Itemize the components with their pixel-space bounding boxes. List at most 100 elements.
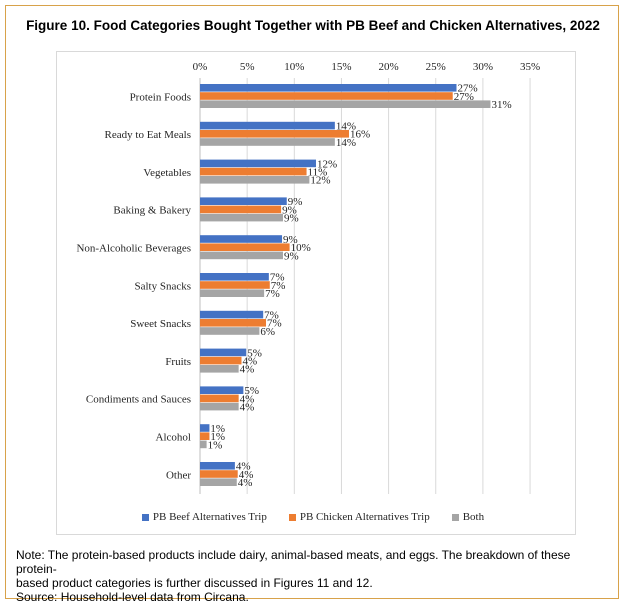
- category-label: Other: [166, 469, 191, 481]
- bar: [200, 121, 335, 130]
- bar: [200, 356, 242, 365]
- x-tick-label: 0%: [193, 61, 208, 73]
- category-label: Baking & Bakery: [113, 205, 191, 217]
- category-label: Salty Snacks: [134, 280, 191, 292]
- legend-label: PB Chicken Alternatives Trip: [299, 511, 430, 523]
- data-label: 9%: [283, 234, 298, 246]
- bar: [200, 319, 267, 327]
- data-label: 9%: [284, 213, 299, 225]
- data-label: 1%: [210, 423, 225, 435]
- category-label: Sweet Snacks: [130, 318, 191, 330]
- bar: [200, 273, 269, 281]
- data-label: 4%: [238, 477, 253, 489]
- data-label: 7%: [264, 310, 279, 322]
- x-tick-label: 35%: [520, 61, 540, 73]
- legend-swatch: [141, 513, 149, 521]
- x-tick-label: 20%: [379, 61, 399, 73]
- data-label: 1%: [210, 431, 225, 443]
- legend-item: PB Chicken Alternatives Trip: [288, 511, 430, 523]
- bar: [200, 159, 316, 168]
- note-line-1: Note: The protein-based products include…: [16, 548, 571, 576]
- data-label: 5%: [244, 385, 259, 397]
- x-tick-label: 5%: [240, 61, 255, 73]
- data-label: 14%: [336, 121, 356, 133]
- data-label: 4%: [239, 469, 254, 481]
- x-tick-label: 10%: [284, 61, 304, 73]
- chart-legend: PB Beef Alternatives Trip PB Chicken Alte…: [0, 511, 626, 523]
- category-label: Condiments and Sauces: [86, 394, 191, 406]
- legend-label: PB Beef Alternatives Trip: [152, 511, 267, 523]
- data-label: 9%: [284, 250, 299, 262]
- bar: [200, 138, 335, 146]
- data-label: 14%: [336, 137, 356, 149]
- data-label: 4%: [240, 393, 255, 405]
- data-label: 27%: [457, 83, 477, 95]
- bar: [200, 310, 264, 319]
- data-label: 9%: [288, 196, 303, 208]
- bar: [200, 243, 290, 251]
- category-label: Protein Foods: [130, 91, 191, 103]
- data-label: 7%: [271, 280, 286, 292]
- bar: [200, 462, 235, 470]
- legend-item: Both: [451, 511, 485, 523]
- x-tick-label: 30%: [473, 61, 493, 73]
- bar: [200, 84, 457, 92]
- bar: [200, 470, 238, 478]
- data-label: 10%: [291, 242, 311, 254]
- data-label: 11%: [308, 167, 328, 179]
- bar: [200, 197, 287, 205]
- bar: [200, 176, 310, 184]
- legend-swatch: [288, 513, 296, 521]
- bar: [200, 348, 247, 357]
- bar: [200, 205, 282, 214]
- data-label: 4%: [242, 356, 257, 368]
- data-label: 4%: [236, 461, 251, 473]
- bar: [200, 213, 283, 222]
- bar: [200, 432, 210, 440]
- bar: [200, 440, 207, 449]
- data-label: 12%: [317, 158, 337, 170]
- bar: [200, 386, 244, 394]
- bar: [200, 92, 453, 100]
- data-label: 7%: [270, 272, 285, 284]
- bar: [200, 394, 239, 403]
- legend-item: PB Beef Alternatives Trip: [141, 511, 267, 523]
- bar: [200, 289, 265, 297]
- source-line: Source: Household-level data from Circan…: [16, 590, 249, 604]
- bar: [200, 327, 260, 335]
- category-label: Vegetables: [143, 167, 191, 179]
- figure-title: Figure 10. Food Categories Bought Togeth…: [26, 18, 600, 33]
- figure-notes: Note: The protein-based products include…: [16, 548, 612, 604]
- data-label: 4%: [240, 364, 255, 376]
- bar: [200, 424, 210, 432]
- data-label: 6%: [260, 326, 275, 338]
- bar: [200, 402, 239, 411]
- bar: [200, 281, 270, 289]
- data-label: 4%: [240, 402, 255, 414]
- data-label: 9%: [282, 204, 297, 216]
- legend-swatch: [451, 513, 459, 521]
- data-label: 7%: [265, 288, 280, 300]
- bar: [200, 167, 307, 176]
- bar: [200, 365, 239, 373]
- x-tick-label: 25%: [426, 61, 446, 73]
- data-label: 1%: [208, 439, 223, 451]
- data-label: 27%: [454, 91, 474, 103]
- legend-label: Both: [462, 511, 485, 523]
- bar: [200, 478, 237, 486]
- category-label: Fruits: [165, 356, 191, 368]
- data-label: 7%: [267, 318, 282, 330]
- data-label: 5%: [247, 347, 262, 359]
- bar: [200, 100, 491, 108]
- plot-area-border: [56, 51, 576, 535]
- category-label: Ready to Eat Meals: [105, 129, 191, 141]
- bar: [200, 251, 283, 260]
- category-label: Alcohol: [156, 432, 191, 444]
- data-label: 31%: [491, 99, 511, 111]
- note-line-2: based product categories is further disc…: [16, 576, 373, 590]
- bar: [200, 235, 283, 243]
- x-tick-label: 15%: [331, 61, 351, 73]
- category-label: Non-Alcoholic Beverages: [76, 243, 191, 255]
- bar: [200, 130, 349, 138]
